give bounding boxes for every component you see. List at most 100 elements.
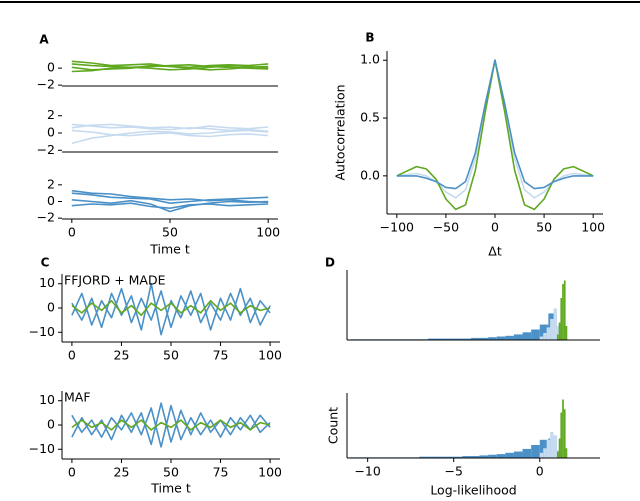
histogram-bar (522, 448, 532, 458)
histogram-bar (556, 451, 559, 458)
histogram-bar (543, 448, 547, 458)
series-line (71, 63, 269, 70)
histogram-bar (560, 412, 563, 458)
y-tick-label: 2 (47, 176, 55, 191)
series-line (71, 64, 269, 73)
series-line (71, 199, 269, 213)
series-line (71, 60, 269, 69)
y-tick-label: −10 (29, 324, 55, 339)
panel-label: A (39, 33, 49, 47)
x-tick-label: 0 (491, 220, 499, 235)
histogram-bar (562, 399, 564, 458)
panel-label: D (325, 256, 335, 270)
y-tick-label: 0.5 (360, 110, 380, 125)
x-tick-label: 75 (213, 348, 229, 363)
histogram-bar (505, 452, 514, 458)
series-line (396, 59, 594, 211)
histogram-bar (479, 455, 489, 458)
histogram-bar (470, 456, 480, 458)
histogram-bar (513, 451, 523, 458)
histogram-bar (539, 324, 549, 340)
histogram-bar (436, 338, 446, 340)
histogram-bar (558, 438, 561, 458)
series-line (71, 123, 269, 130)
x-tick-label: 100 (258, 465, 282, 480)
series-line (71, 123, 269, 133)
x-tick-label: 75 (213, 465, 229, 480)
series-line (71, 419, 271, 431)
x-tick-label: −50 (433, 220, 459, 235)
x-tick-label: 25 (114, 348, 130, 363)
x-axis-label: Log-likelihood (430, 483, 516, 498)
x-tick-label: −10 (354, 464, 380, 479)
y-tick-label: −10 (29, 441, 55, 456)
y-tick-label: 2 (47, 107, 55, 122)
y-tick-label: 0 (47, 417, 55, 432)
y-tick-label: 10 (39, 275, 55, 290)
histogram-bar (488, 337, 497, 340)
annotation: MAF (64, 390, 91, 405)
histogram-bar (445, 456, 454, 458)
histogram-bar (539, 336, 544, 340)
histogram-bar (531, 445, 540, 458)
y-tick-label: 0 (47, 125, 55, 140)
annotation: FFJORD + MADE (64, 273, 166, 288)
x-tick-label: 0 (68, 465, 76, 480)
histogram-bar (553, 435, 557, 458)
histogram-bar (445, 338, 454, 340)
histogram-bar (436, 456, 446, 458)
y-tick-label: −2 (37, 77, 55, 92)
panel-label: B (365, 31, 374, 45)
x-axis-label: Δt (488, 244, 502, 259)
histogram-bar (479, 337, 489, 340)
histogram-bar (513, 334, 523, 340)
histogram-bar (453, 338, 463, 340)
series-line (396, 59, 594, 190)
histogram-bar (562, 284, 564, 340)
histogram-bar (522, 332, 532, 340)
x-axis-label: Time t (150, 481, 191, 496)
histogram-bar (550, 432, 554, 458)
histogram-bar (419, 456, 428, 458)
x-tick-label: 50 (162, 225, 178, 240)
x-tick-label: 100 (258, 348, 282, 363)
series-line (396, 59, 594, 199)
series-line (71, 189, 269, 204)
histogram-bar (488, 454, 497, 458)
x-tick-label: 100 (256, 225, 280, 240)
x-tick-label: −100 (380, 220, 414, 235)
histogram-bar (553, 308, 557, 340)
x-tick-label: 25 (114, 465, 130, 480)
y-axis-label: Count (326, 407, 341, 444)
histogram-bar (470, 337, 480, 340)
histogram-bar (496, 336, 506, 340)
histogram-bar (556, 334, 559, 340)
histogram-bar (496, 454, 506, 458)
series-line (71, 404, 271, 448)
histogram-bar (563, 409, 566, 458)
y-tick-label: 0 (47, 300, 55, 315)
series-line (71, 192, 269, 204)
x-tick-label: 50 (163, 465, 179, 480)
histogram-bar (505, 335, 514, 340)
x-tick-label: 0 (68, 225, 76, 240)
series-line (71, 129, 269, 138)
x-tick-label: 100 (581, 220, 605, 235)
y-axis-label: Autocorrelation (333, 84, 348, 180)
histogram-bar (531, 329, 540, 340)
y-tick-label: −2 (37, 210, 55, 225)
histogram-bar (453, 456, 463, 458)
histogram-bar (462, 338, 471, 340)
histogram-bar (543, 333, 547, 340)
y-tick-label: 10 (39, 392, 55, 407)
y-tick-label: 1.0 (360, 52, 380, 67)
series-line (71, 402, 271, 446)
x-tick-label: 0 (68, 348, 76, 363)
x-tick-label: 50 (536, 220, 552, 235)
series-line (71, 129, 269, 145)
histogram-bar (560, 298, 563, 340)
y-tick-label: 0 (47, 60, 55, 75)
histogram-bar (558, 322, 561, 340)
x-tick-label: −5 (444, 464, 462, 479)
